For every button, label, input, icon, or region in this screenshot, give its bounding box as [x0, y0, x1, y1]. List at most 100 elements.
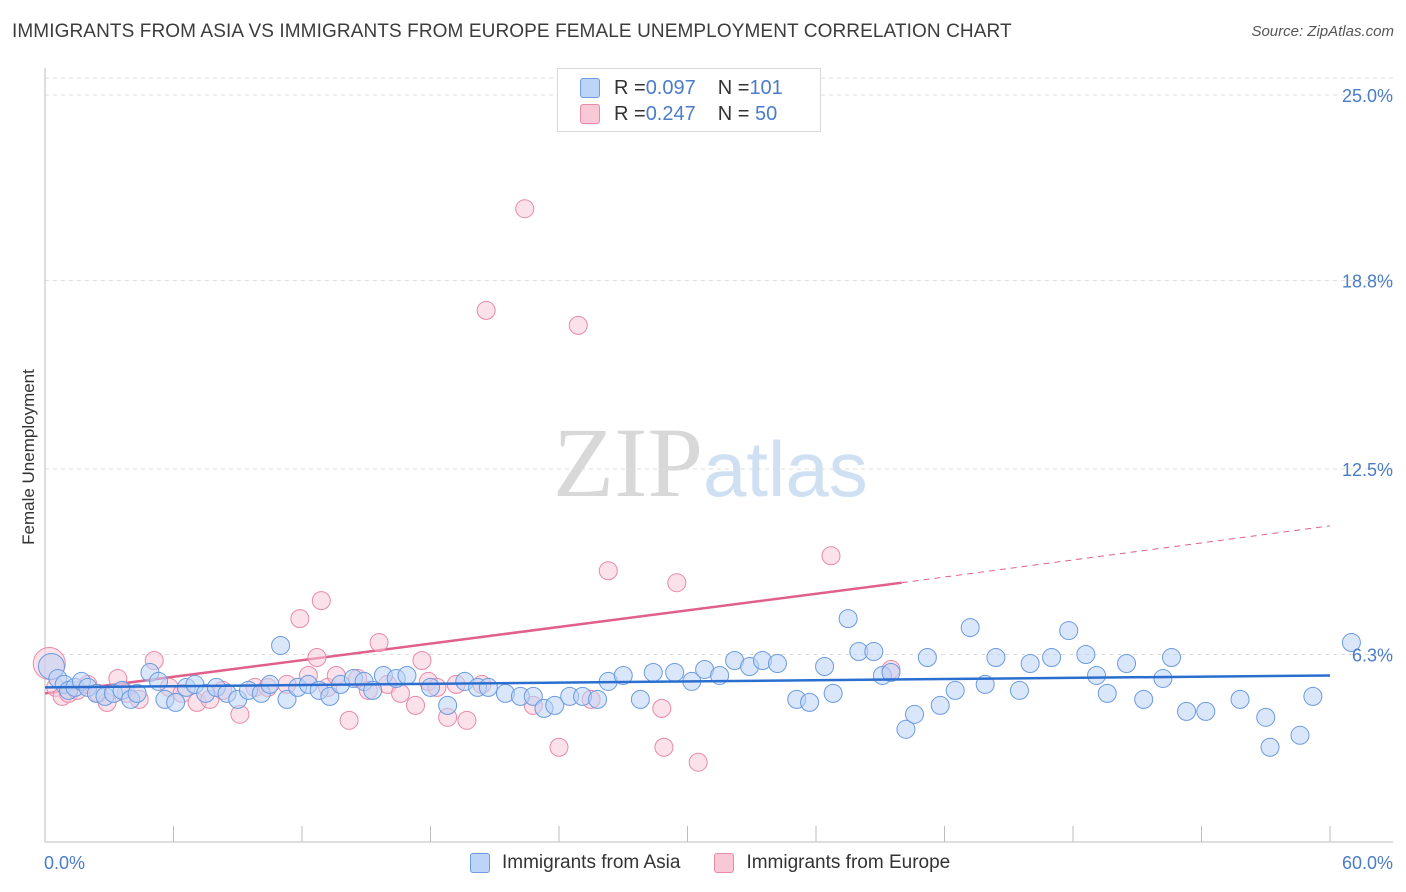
point-asia: [1059, 621, 1079, 641]
point-asia: [421, 677, 440, 697]
point-asia: [1303, 686, 1323, 706]
point-europe: [821, 546, 841, 566]
point-europe: [598, 561, 618, 581]
source-label: Source: ZipAtlas.com: [1251, 23, 1394, 40]
legend-europe-n-label: N =: [717, 102, 750, 125]
legend-row-asia: R = 0.097 N = 101: [580, 75, 783, 101]
point-europe: [339, 710, 359, 730]
point-asia: [665, 662, 685, 682]
point-asia: [1097, 683, 1117, 703]
series-legend-asia[interactable]: Immigrants from Asia: [470, 852, 680, 874]
stats-legend: R = 0.097 N = 101 R = 0.247 N = 50: [557, 68, 821, 132]
x-tick-label-end: 60.0%: [1342, 853, 1393, 873]
points-asia-group: [37, 609, 1361, 757]
y-tick-label: 6.3%: [1352, 646, 1393, 666]
point-asia: [545, 695, 565, 715]
point-asia: [1177, 701, 1197, 721]
point-asia: [823, 683, 843, 703]
point-asia: [588, 689, 608, 709]
legend-europe-r-label: R =: [614, 102, 646, 125]
point-asia: [960, 618, 980, 638]
point-asia: [1117, 653, 1137, 673]
point-asia: [1162, 647, 1182, 667]
point-asia: [613, 665, 633, 685]
series-legend-europe-label: Immigrants from Europe: [746, 852, 951, 873]
point-asia: [363, 680, 383, 700]
point-asia: [1009, 680, 1029, 700]
point-asia: [930, 695, 950, 715]
point-asia: [1230, 689, 1250, 709]
point-europe: [369, 633, 389, 653]
axis-labels: 6.3% 12.5% 18.8% 25.0% 0.0% 60.0% Female Unemp…: [19, 86, 1393, 873]
chart-title: IMMIGRANTS FROM ASIA VS IMMIGRANTS FROM …: [12, 21, 1012, 42]
point-asia: [1290, 725, 1310, 745]
point-asia: [523, 686, 543, 706]
legend-asia-r-value: 0.097: [645, 76, 696, 99]
point-europe: [652, 698, 672, 718]
watermark-zip: ZIP: [553, 407, 703, 518]
trend-line-europe-extension: [901, 525, 1331, 584]
point-asia: [896, 719, 916, 739]
series-legend-asia-swatch: [470, 853, 490, 873]
point-europe: [406, 695, 426, 715]
point-asia: [838, 609, 858, 629]
point-asia: [1042, 647, 1062, 667]
point-asia: [397, 665, 417, 685]
legend-swatch-europe: [580, 104, 600, 124]
legend-row-europe: R = 0.247 N = 50: [580, 101, 777, 127]
point-europe: [307, 647, 327, 667]
trend-line-asia: [44, 674, 1331, 689]
point-asia: [1087, 665, 1107, 685]
legend-swatch-asia: [580, 78, 600, 98]
point-asia: [767, 653, 787, 673]
x-tick-label-start: 0.0%: [44, 853, 85, 873]
point-europe: [412, 650, 432, 670]
point-asia: [1196, 701, 1216, 721]
point-asia: [643, 662, 663, 682]
point-asia: [271, 636, 291, 656]
point-asia: [1341, 633, 1361, 653]
legend-europe-n-value: 50: [749, 102, 778, 125]
point-europe: [654, 737, 674, 757]
point-europe: [515, 199, 535, 219]
legend-asia-r-label: R =: [614, 76, 646, 99]
y-tick-label: 18.8%: [1342, 272, 1393, 292]
point-asia: [478, 677, 498, 697]
point-europe: [290, 609, 310, 629]
point-asia: [630, 689, 650, 709]
point-asia: [881, 662, 901, 682]
point-asia: [917, 647, 937, 667]
point-asia: [815, 656, 835, 676]
point-asia: [1134, 689, 1154, 709]
point-asia: [1256, 707, 1276, 727]
point-asia: [986, 647, 1006, 667]
point-asia: [1020, 653, 1040, 673]
point-europe: [568, 315, 588, 335]
point-asia: [800, 692, 820, 712]
point-asia: [1260, 737, 1280, 757]
point-europe: [311, 591, 331, 611]
grid-lines: [45, 77, 1395, 656]
point-asia: [864, 642, 884, 662]
axes: [44, 68, 1393, 843]
point-asia: [277, 689, 297, 709]
point-asia: [905, 704, 925, 724]
point-europe: [476, 300, 496, 320]
y-tick-label: 12.5%: [1342, 460, 1393, 480]
point-asia: [438, 695, 458, 715]
trend-europe-group: [44, 525, 1331, 695]
point-europe: [549, 737, 569, 757]
series-legend-europe[interactable]: Immigrants from Europe: [714, 852, 950, 874]
point-asia: [149, 671, 169, 691]
legend-asia-n-label: N =: [717, 76, 750, 99]
point-asia: [320, 686, 340, 706]
point-europe: [667, 573, 687, 593]
point-asia: [1076, 645, 1096, 665]
legend-europe-r-value: 0.247: [645, 102, 696, 125]
trend-line-europe: [44, 581, 902, 695]
point-europe: [457, 710, 477, 730]
legend-asia-n-value: 101: [749, 76, 783, 99]
point-asia: [127, 683, 147, 703]
series-legend-europe-swatch: [714, 853, 735, 873]
